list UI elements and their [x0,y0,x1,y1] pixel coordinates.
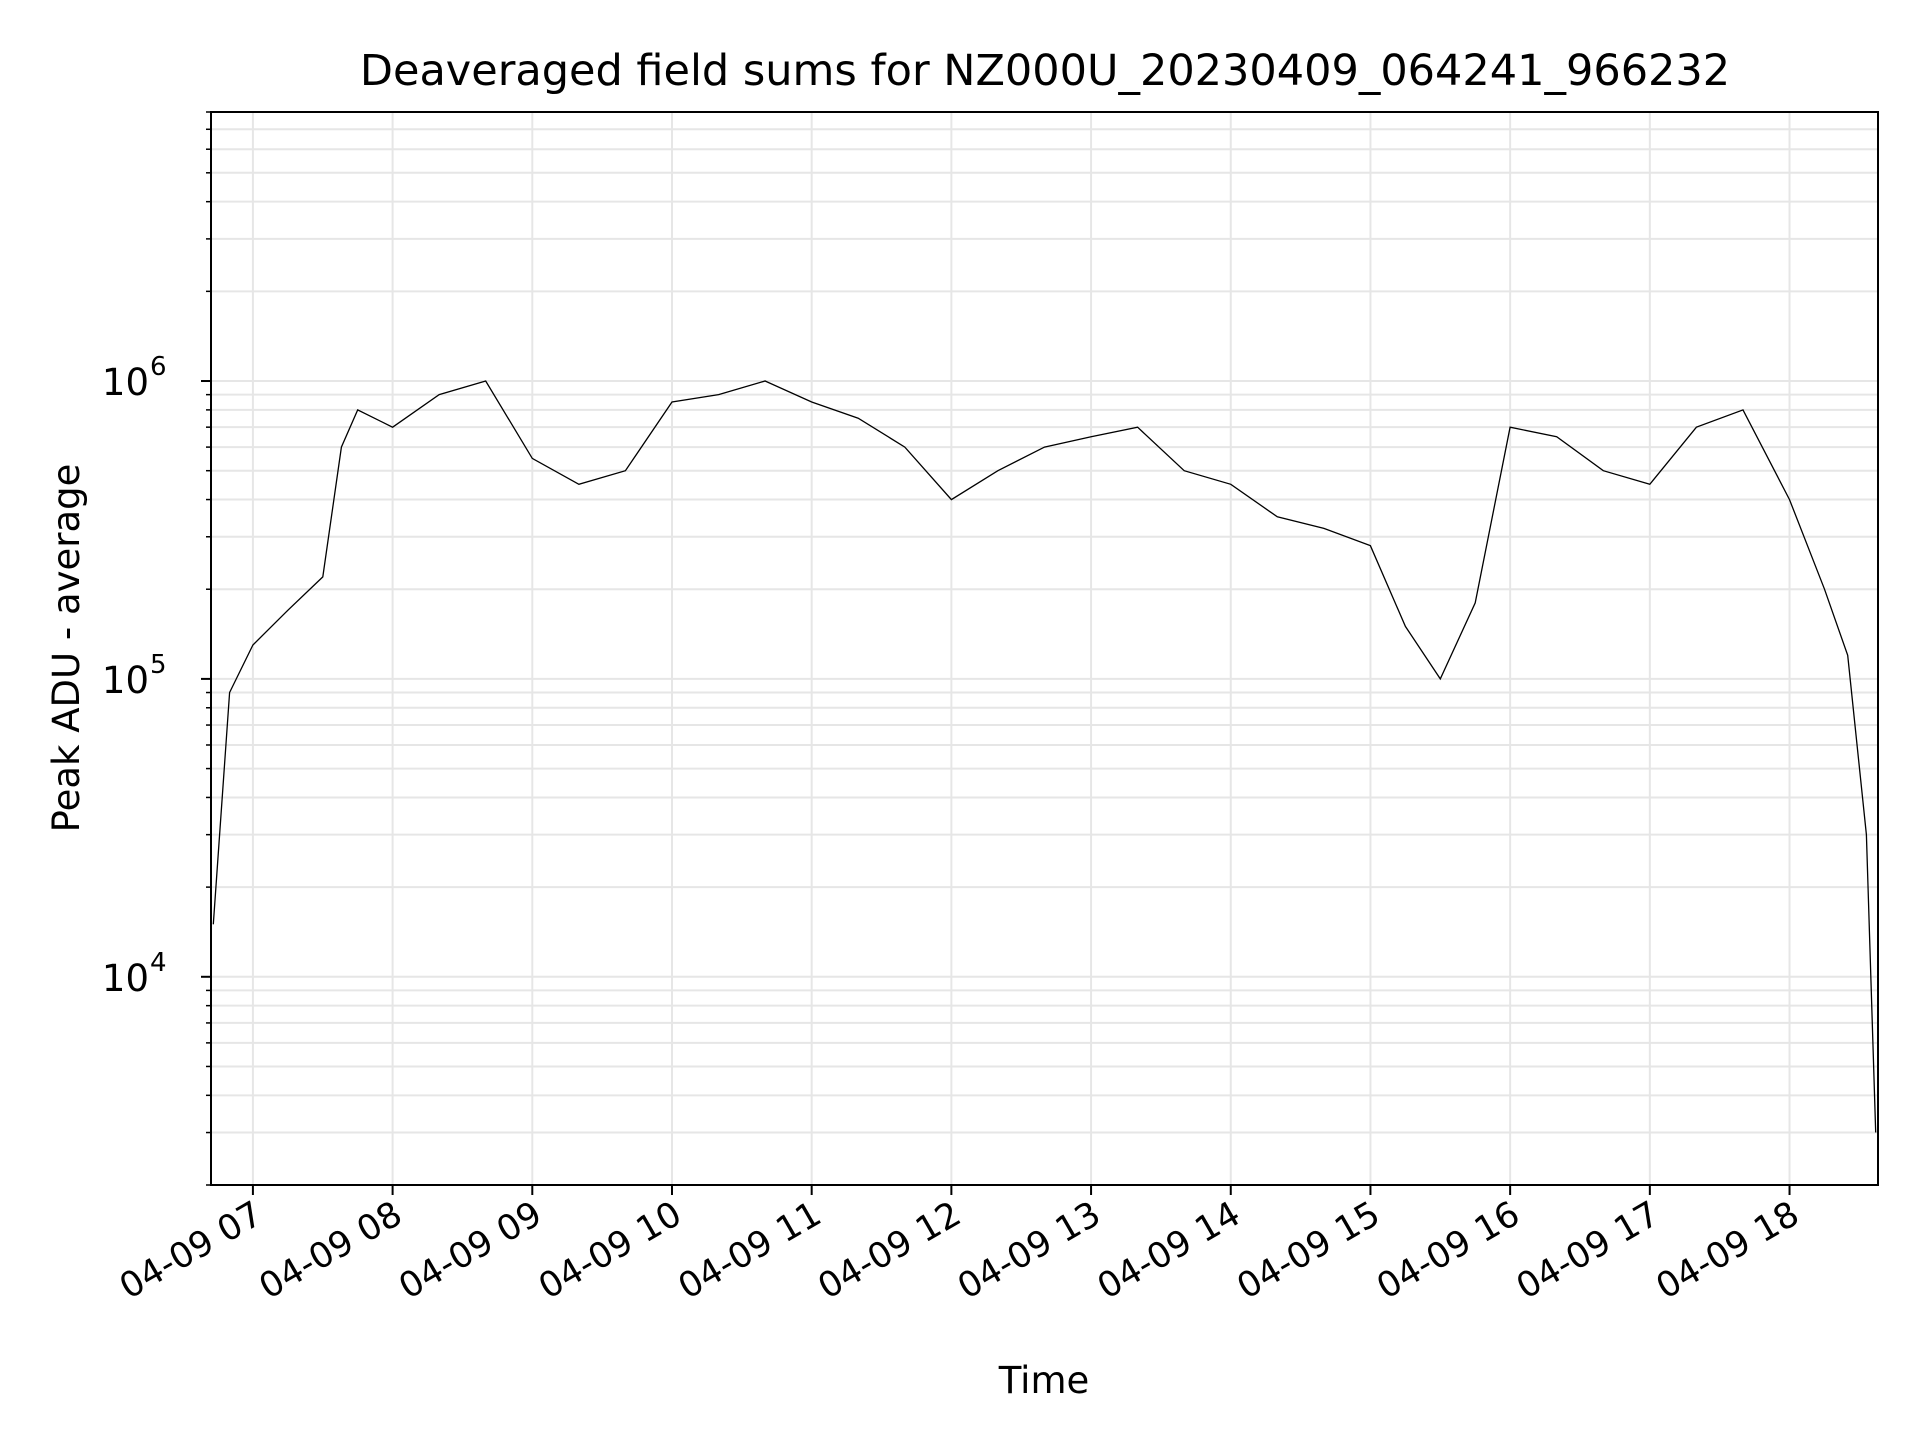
chart-title: Deaveraged field sums for NZ000U_2023040… [360,46,1730,96]
plot-frame [210,111,1879,1186]
x-axis-label: Time [998,1359,1090,1402]
y-tick-exponent: 5 [150,650,167,680]
series-line [212,380,1877,1133]
grid [211,111,1878,1186]
y-tick-exponent: 6 [150,352,167,382]
y-axis-label: Peak ADU - average [45,464,88,833]
y-tick-label: 10 [102,659,149,702]
y-tick-exponent: 4 [150,948,167,978]
y-tick-label: 10 [102,957,149,1000]
y-tick-label: 10 [102,361,149,404]
